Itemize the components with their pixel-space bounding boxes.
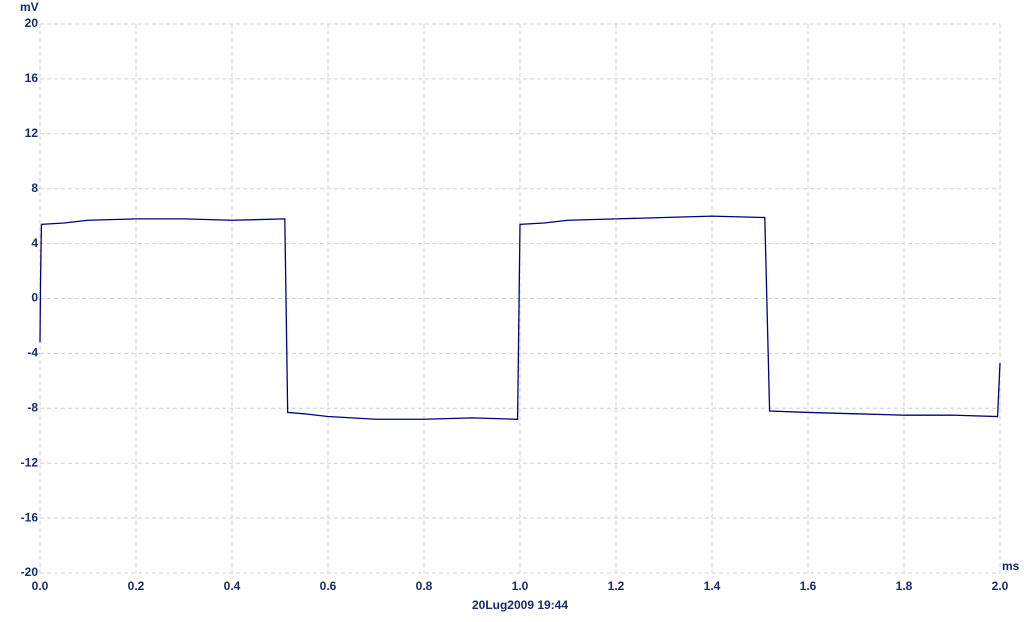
x-axis-label: ms bbox=[1002, 559, 1020, 573]
signal-line bbox=[39, 215, 1001, 420]
y-tick-label: 8 bbox=[31, 181, 38, 195]
y-tick-label: -4 bbox=[27, 346, 38, 360]
x-tick-label: 0.8 bbox=[416, 579, 433, 593]
x-tick-label: 0.4 bbox=[224, 579, 241, 593]
y-tick-label: -20 bbox=[21, 565, 39, 579]
x-tick-label: 0.0 bbox=[32, 579, 49, 593]
y-tick-label: 4 bbox=[31, 236, 38, 250]
y-tick-label: 0 bbox=[31, 291, 38, 305]
y-tick-label: -12 bbox=[21, 455, 39, 469]
footer: 20Lug2009 19:44 bbox=[472, 598, 568, 612]
y-tick-label: 12 bbox=[25, 126, 39, 140]
x-tick-label: 1.8 bbox=[896, 579, 913, 593]
x-tick-label: 1.0 bbox=[512, 579, 529, 593]
x-tick-label: 0.2 bbox=[128, 579, 145, 593]
y-tick-label: -16 bbox=[21, 510, 39, 524]
x-tick-label: 1.6 bbox=[800, 579, 817, 593]
y-tick-label: -8 bbox=[27, 400, 38, 414]
x-tick-label: 1.2 bbox=[608, 579, 625, 593]
x-tick-label: 2.0 bbox=[992, 579, 1009, 593]
y-tick-label: 20 bbox=[25, 16, 39, 30]
x-tick-label: 1.4 bbox=[704, 579, 721, 593]
y-axis-label: mV bbox=[20, 0, 39, 14]
y-tick-label: 16 bbox=[25, 71, 39, 85]
x-tick-label: 0.6 bbox=[320, 579, 337, 593]
